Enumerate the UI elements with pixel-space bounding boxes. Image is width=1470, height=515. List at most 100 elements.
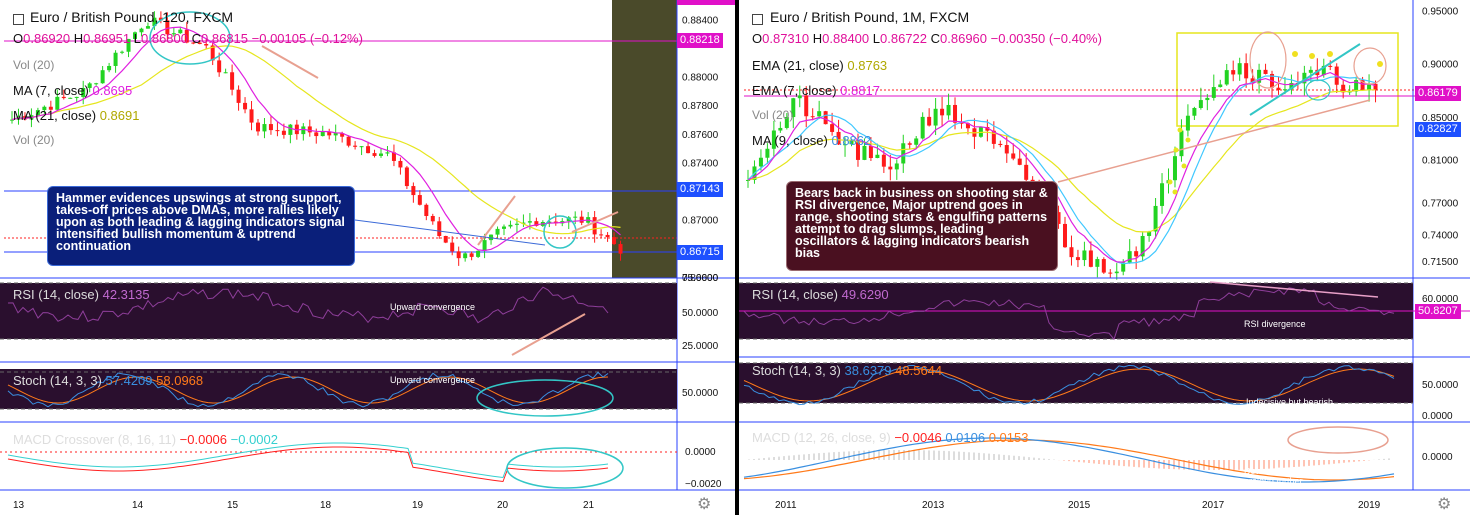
r-candle-body bbox=[810, 116, 815, 118]
left-x-tick: 18 bbox=[320, 500, 332, 511]
r-candle-body bbox=[1302, 72, 1307, 84]
right-circle-1 bbox=[1249, 31, 1287, 89]
candle-body bbox=[42, 106, 47, 111]
candle-body bbox=[171, 33, 176, 35]
right-price-tick: 0.81000 bbox=[1422, 156, 1459, 167]
right-ema7-legend: EMA (7, close) 0.8817 bbox=[752, 83, 880, 98]
right-ohlc: O0.87310 H0.88400 L0.86722 C0.86960 −0.0… bbox=[752, 31, 1102, 46]
right-marker-dot bbox=[1309, 53, 1315, 59]
stoch-label: Stoch (14, 3, 3) bbox=[13, 373, 102, 388]
ma7-label: MA (7, close) bbox=[13, 83, 89, 98]
candle-body bbox=[10, 119, 14, 121]
candle-body bbox=[333, 133, 338, 136]
candle-body bbox=[618, 244, 623, 254]
candle-body bbox=[514, 223, 519, 225]
candle-body bbox=[424, 204, 429, 216]
right-vol-label: Vol (20) bbox=[752, 108, 794, 122]
candle-body bbox=[249, 109, 254, 123]
left-stoch-k-line bbox=[7, 371, 609, 408]
candle-body bbox=[81, 87, 86, 97]
r-candle-body bbox=[1095, 259, 1100, 267]
right-x-tick: 2011 bbox=[775, 500, 797, 511]
ema7-value: 0.8817 bbox=[840, 83, 880, 98]
candle-body bbox=[411, 186, 416, 196]
right-rsi-tag: 50.8207 bbox=[1415, 304, 1461, 319]
ema21-value: 0.8763 bbox=[847, 58, 888, 73]
r-candle-body bbox=[1108, 272, 1113, 274]
candle-body bbox=[87, 83, 92, 88]
gear-icon-right[interactable]: ⚙ bbox=[1437, 496, 1452, 513]
left-price-tick: 0.87000 bbox=[682, 216, 719, 227]
right-stoch-d-line bbox=[743, 368, 1395, 402]
left-title: Euro / British Pound, 120, FXCM bbox=[30, 9, 234, 25]
r-candle-body bbox=[1004, 145, 1009, 154]
r-candle-body bbox=[914, 138, 919, 145]
r-candle-body bbox=[823, 111, 828, 125]
candle-body bbox=[437, 221, 442, 236]
right-yellow-dot bbox=[1167, 179, 1173, 185]
left-rsi-note: Upward convergence bbox=[390, 302, 476, 312]
left-stoch-note: Upward convergence bbox=[390, 375, 476, 385]
candle-body bbox=[35, 110, 40, 116]
ohlc-o-value: 0.86920 bbox=[23, 31, 71, 46]
left-down-arrow bbox=[261, 45, 319, 79]
r-candle-body bbox=[862, 145, 867, 160]
candle-body bbox=[612, 237, 617, 245]
candle-body bbox=[61, 96, 66, 99]
r-candle-body bbox=[1211, 87, 1216, 98]
right-marker-dot bbox=[1327, 51, 1333, 57]
candle-body bbox=[268, 124, 273, 131]
left-ohlc: O0.86920 H0.86951 L0.86800 C0.86815 −0.0… bbox=[13, 31, 363, 46]
candle-body bbox=[346, 136, 351, 146]
left-x-tick: 14 bbox=[132, 500, 144, 511]
r-candle-body bbox=[1282, 89, 1287, 91]
collapse-icon[interactable] bbox=[13, 14, 24, 25]
left-macd-note: Bullish crossover bbox=[450, 436, 519, 446]
r-candle-body bbox=[1069, 247, 1074, 258]
r-candle-body bbox=[940, 108, 945, 116]
r-candle-body bbox=[1017, 158, 1022, 165]
r-candle-body bbox=[920, 116, 925, 139]
gear-icon[interactable]: ⚙ bbox=[697, 496, 712, 513]
ema7-label: EMA (7, close) bbox=[752, 83, 837, 98]
candle-body bbox=[592, 217, 597, 235]
r-candle-body bbox=[1063, 223, 1067, 248]
r-candle-body bbox=[907, 143, 912, 145]
r-candle-body bbox=[1308, 69, 1313, 73]
r-ohlc-o-value: 0.87310 bbox=[762, 31, 810, 46]
r-candle-body bbox=[1121, 262, 1126, 272]
candle-body bbox=[379, 153, 383, 156]
candle-body bbox=[476, 250, 481, 257]
r-candle-body bbox=[875, 154, 880, 159]
right-price-tag-low: 0.82827 bbox=[1415, 122, 1461, 137]
candle-body bbox=[120, 51, 125, 53]
candle-body bbox=[294, 124, 299, 135]
r-candle-body bbox=[1192, 107, 1197, 116]
candle-body bbox=[48, 106, 53, 110]
right-x-tick: 2015 bbox=[1068, 500, 1091, 511]
candle-body bbox=[68, 97, 73, 99]
candle-body bbox=[113, 52, 118, 66]
r-candle-body bbox=[888, 166, 893, 170]
right-price-tick: 0.90000 bbox=[1422, 60, 1459, 71]
right-rsi-note: RSI divergence bbox=[1244, 319, 1306, 329]
candle-body bbox=[94, 83, 99, 85]
left-rsi-tick: 50.0000 bbox=[682, 308, 719, 319]
collapse-icon-right[interactable] bbox=[752, 14, 763, 25]
r-candle-body bbox=[953, 104, 958, 123]
r-candle-body bbox=[1321, 65, 1326, 76]
left-ma21-legend: MA (21, close) 0.8691 bbox=[13, 108, 139, 123]
candle-body bbox=[243, 102, 248, 110]
r-candle-body bbox=[1179, 130, 1184, 157]
r-candle-body bbox=[927, 116, 932, 126]
candle-body bbox=[74, 96, 79, 98]
candle-body bbox=[158, 17, 163, 21]
right-circle-2 bbox=[1353, 47, 1387, 85]
candle-body bbox=[385, 152, 390, 154]
right-price-axis-bg bbox=[1415, 0, 1470, 278]
right-stoch-tick: 50.0000 bbox=[1422, 380, 1459, 391]
left-callout-pointer bbox=[354, 219, 546, 246]
r-candle-body bbox=[1354, 80, 1359, 92]
r-macd-v3: 0.0153 bbox=[988, 430, 1029, 445]
